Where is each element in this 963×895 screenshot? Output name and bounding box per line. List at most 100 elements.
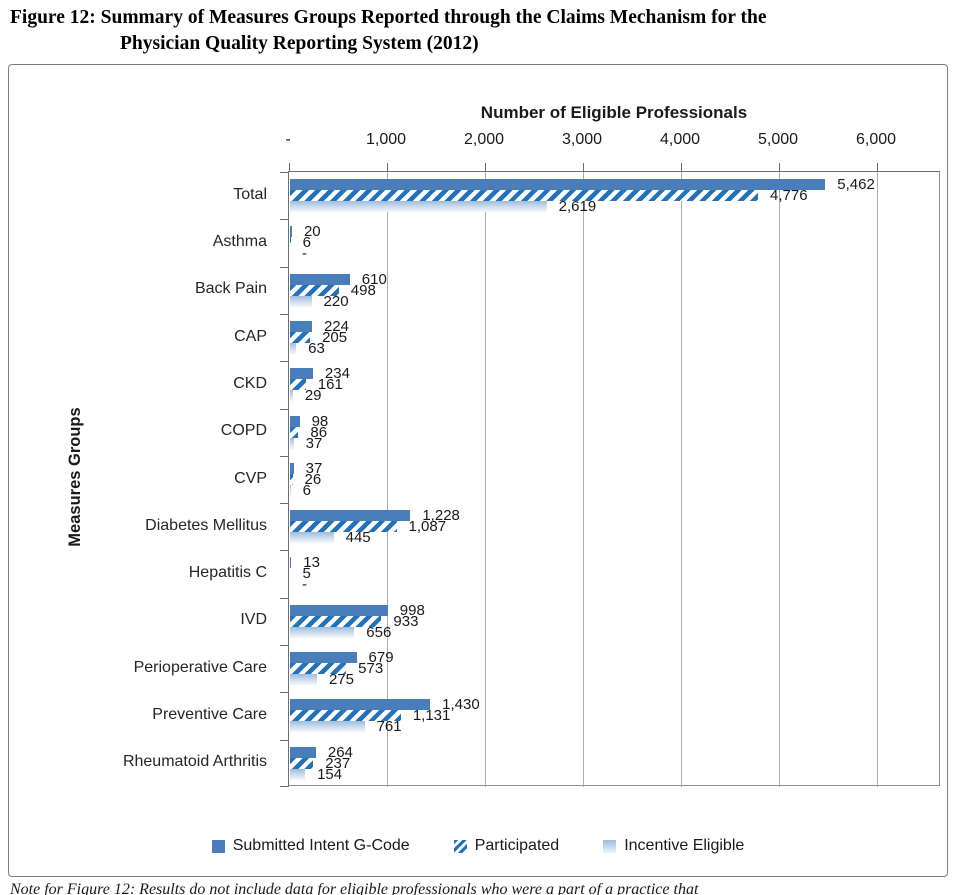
value-label: 933 — [393, 612, 419, 630]
bar-hatched-total — [290, 190, 759, 201]
bar-gradient-cap — [290, 342, 297, 354]
y-axis-tick — [280, 266, 289, 268]
value-label: 37 — [305, 434, 323, 452]
figure-caption-line-1: Figure 12: Summary of Measures Groups Re… — [10, 7, 767, 28]
chart-area: Number of Eligible Professionals - 1,000 2… — [8, 64, 948, 877]
value-label: 63 — [308, 339, 325, 357]
bar-solid-perioperative-care — [290, 652, 357, 664]
x-axis-tick — [582, 163, 584, 172]
gridline — [876, 172, 878, 787]
value-label: 610 — [361, 270, 387, 288]
value-label: - — [302, 245, 307, 263]
y-axis-tick — [280, 219, 289, 221]
category-label: Total — [233, 185, 267, 203]
x-axis-tick — [288, 163, 290, 172]
bar-gradient-cvp — [290, 484, 291, 496]
x-axis-tick — [386, 163, 388, 172]
bar-solid-cap — [290, 320, 312, 332]
value-label: 29 — [304, 387, 322, 405]
bar-solid-back-pain — [290, 273, 350, 285]
value-label: 20 — [303, 223, 321, 241]
y-axis-tick — [280, 455, 289, 457]
value-label: 234 — [324, 365, 350, 383]
x-tick-label: 2,000 — [463, 131, 505, 148]
legend-swatch-solid-icon — [211, 839, 225, 853]
value-label: 98 — [311, 412, 329, 430]
x-tick-label: 5,000 — [757, 131, 799, 148]
legend-label: Participated — [474, 837, 560, 854]
y-axis-title: Measures Groups — [66, 407, 84, 547]
value-label: 237 — [325, 754, 351, 772]
bar-hatched-preventive-care — [290, 710, 401, 722]
category-label: Hepatitis C — [188, 564, 267, 582]
value-label: 6 — [302, 481, 311, 499]
y-axis-tick — [280, 172, 289, 173]
y-axis-tick — [280, 550, 289, 552]
figure-caption-line-2: Physician Quality Reporting System (2012… — [120, 33, 479, 54]
bar-hatched-copd — [290, 426, 299, 438]
legend-label: Submitted Intent G-Code — [232, 837, 410, 854]
y-axis-tick — [280, 313, 289, 315]
value-label: - — [302, 576, 307, 594]
value-label: 498 — [350, 281, 376, 299]
bar-gradient-preventive-care — [290, 721, 365, 733]
value-label: 37 — [305, 459, 323, 477]
bar-solid-asthma — [290, 226, 292, 238]
figure-note: Note for Figure 12: Results do not inclu… — [10, 881, 699, 895]
value-label: 224 — [323, 317, 349, 335]
bar-gradient-diabetes-mellitus — [290, 532, 334, 544]
value-label: 656 — [366, 623, 392, 641]
gridline — [484, 172, 486, 787]
value-label: 573 — [358, 660, 384, 678]
bar-solid-diabetes-mellitus — [290, 510, 411, 522]
value-label: 5,462 — [837, 176, 875, 193]
value-label: 1,087 — [408, 518, 447, 536]
bar-solid-ivd — [290, 604, 388, 616]
bar-hatched-rheumatoid-arthritis — [290, 757, 314, 769]
y-axis-tick — [280, 692, 289, 694]
value-label: 5 — [302, 565, 311, 583]
value-label: 13 — [303, 554, 320, 572]
y-axis-tick — [280, 597, 289, 599]
value-label: 275 — [328, 671, 354, 689]
chart-legend: Submitted Intent G-Code Participated Incen… — [9, 835, 947, 857]
gridline — [582, 172, 584, 787]
y-axis-tick — [280, 645, 289, 647]
category-label: CKD — [233, 374, 267, 392]
bar-hatched-ckd — [290, 379, 306, 391]
bar-solid-hepatitis-c — [290, 557, 292, 569]
value-label: 1,430 — [442, 696, 480, 714]
bar-gradient-ivd — [290, 626, 355, 638]
x-axis-title: Number of Eligible Professionals — [480, 103, 748, 122]
bar-gradient-total — [290, 201, 547, 212]
value-label: 264 — [327, 743, 353, 761]
value-label: 26 — [304, 470, 322, 488]
figure-caption: Figure 12: Summary of Measures Groups Re… — [10, 5, 958, 57]
y-axis-tick — [280, 361, 289, 363]
bar-solid-total — [290, 179, 826, 190]
x-tick-label: - — [285, 131, 291, 148]
bar-solid-copd — [290, 415, 300, 427]
y-axis-tick — [280, 786, 289, 787]
plot-area: 5,462 4,776 2,619 20 6-610 498 220 224 205 63 234 1… — [280, 163, 940, 787]
bar-hatched-ivd — [290, 615, 382, 627]
value-label: 445 — [345, 529, 371, 547]
category-label: Preventive Care — [152, 706, 267, 724]
bar-solid-cvp — [290, 462, 294, 474]
bar-gradient-perioperative-care — [290, 674, 317, 686]
bar-gradient-back-pain — [290, 295, 312, 307]
category-label: Back Pain — [194, 280, 267, 298]
value-label: 679 — [368, 649, 394, 667]
value-label: 154 — [317, 765, 343, 783]
category-label: Asthma — [212, 232, 267, 250]
value-label: 6 — [302, 234, 311, 252]
x-tick-label: 1,000 — [365, 131, 407, 148]
y-axis-tick — [280, 503, 289, 505]
bar-hatched-cvp — [290, 473, 293, 485]
category-label: Perioperative Care — [133, 658, 267, 676]
value-label: 761 — [376, 718, 402, 736]
legend-item-solid: Submitted Intent G-Code — [211, 837, 410, 855]
gridline — [680, 172, 682, 787]
value-label: 161 — [317, 376, 343, 394]
